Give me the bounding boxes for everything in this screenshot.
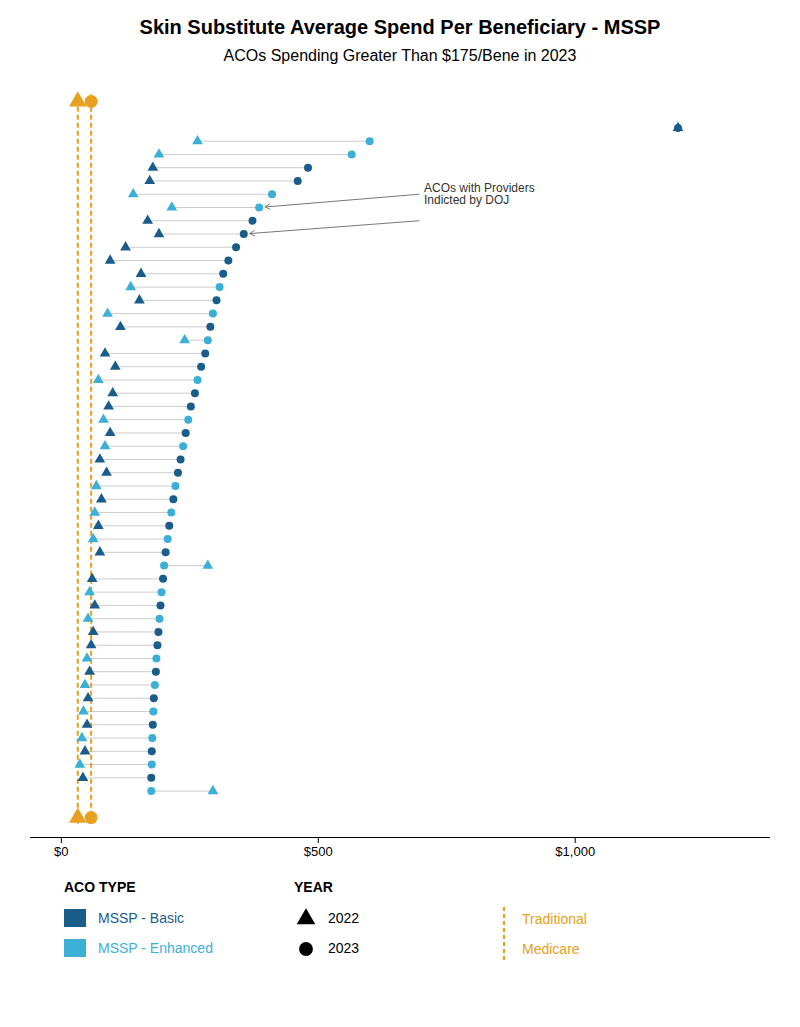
svg-text:$0: $0 [54,844,68,859]
svg-text:$500: $500 [304,844,333,859]
html-text:MSSP - Enhanced: MSSP - Enhanced [98,940,213,956]
html-text:ACOs Spending Greater Than $17: ACOs Spending Greater Than $175/Bene in … [223,47,577,64]
html-text:MSSP - Basic: MSSP - Basic [98,910,185,926]
html-text:ACO TYPE: ACO TYPE [64,879,136,895]
html-text:2022: 2022 [328,910,360,926]
svg-text:ACOs with ProvidersIndicted by: ACOs with ProvidersIndicted by DOJ [424,181,535,207]
html-text:Traditional Medicare: Traditional Medicare [522,911,587,957]
html-text:2023: 2023 [328,940,360,956]
svg-text:$1,000: $1,000 [555,844,595,859]
html-text:YEAR: YEAR [294,879,333,895]
html-text:Skin Substitute Average Spend: Skin Substitute Average Spend Per Benefi… [139,16,661,38]
